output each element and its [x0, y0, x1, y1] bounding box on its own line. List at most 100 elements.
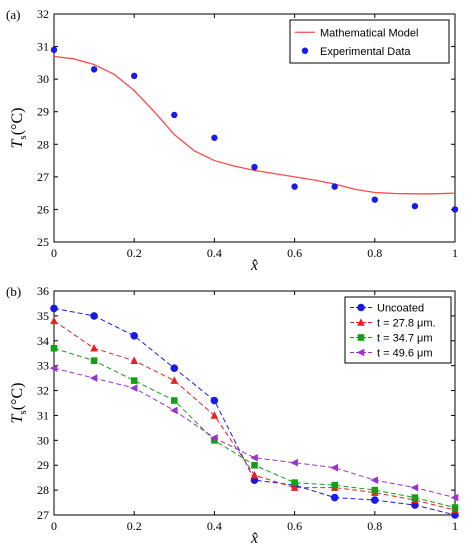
y-tick-label: 26	[37, 202, 49, 216]
legend-box	[289, 19, 450, 64]
legend: Uncoated t = 27.8 μm. t = 34.7 μm t = 49.6 …	[344, 296, 452, 364]
series-line	[53, 55, 456, 195]
data-point	[130, 377, 138, 384]
legend-marker	[357, 318, 365, 326]
y-tick-label: 29	[37, 458, 49, 472]
y-tick-label: 30	[37, 72, 49, 86]
data-point	[170, 406, 178, 415]
y-tick-label: 25	[37, 235, 49, 249]
data-point	[50, 304, 58, 313]
legend-label: t = 27.8 μm.	[377, 318, 436, 330]
data-point	[411, 202, 419, 210]
y-tick-label: 27	[37, 508, 49, 522]
data-point	[411, 494, 419, 501]
legend-label: t = 49.6 μm	[377, 348, 433, 360]
data-point	[290, 483, 299, 491]
data-point	[251, 163, 258, 171]
data-point	[410, 483, 419, 492]
plot-frame	[53, 13, 456, 243]
y-axis-label: Ts(°C)	[9, 383, 29, 424]
x-tick-label: 0.8	[367, 519, 382, 533]
x-tick-label: 0.8	[367, 246, 382, 260]
data-point	[90, 343, 98, 352]
y-axis-label: Ts(°C)	[9, 108, 29, 149]
data-point	[90, 357, 98, 364]
data-point	[210, 396, 219, 405]
data-point	[330, 463, 338, 472]
series-2	[50, 344, 459, 511]
data-point	[450, 493, 459, 502]
x-axis-label: x̂	[250, 530, 258, 547]
data-point	[331, 481, 338, 489]
y-tick-label: 33	[37, 359, 49, 373]
data-point	[49, 364, 58, 372]
legend-label: Experimental Data	[320, 46, 411, 58]
data-point	[171, 397, 178, 404]
data-point	[90, 312, 98, 320]
data-point	[370, 476, 379, 484]
y-tick-label: 34	[37, 334, 49, 348]
x-tick-label: 0	[51, 519, 57, 533]
data-point	[50, 46, 58, 54]
x-tick-label: 0.6	[287, 519, 302, 533]
y-tick-label: 29	[37, 105, 49, 119]
y-tick-label: 28	[37, 483, 49, 497]
data-point	[89, 374, 98, 382]
data-point	[210, 411, 219, 419]
legend-marker	[301, 47, 309, 54]
y-tick-label: 31	[37, 408, 49, 422]
x-tick-label: 0	[51, 246, 57, 260]
series-1	[50, 46, 459, 213]
data-point	[170, 364, 179, 372]
data-point	[451, 206, 459, 213]
x-tick-label: 0.4	[207, 519, 222, 533]
data-point	[211, 134, 218, 141]
chart-panel-a: 25 26 27 28 29 30 31 32 0 0.2 0.4 0.6 0.8 1 (a) x̂ Ts(°C…	[6, 7, 459, 274]
data-point	[371, 496, 379, 504]
data-point	[130, 332, 138, 340]
panel-label: (b)	[6, 284, 21, 299]
data-point	[211, 437, 218, 444]
x-tick-label: 0.2	[127, 519, 142, 533]
data-point	[291, 479, 298, 486]
y-tick-label: 31	[37, 40, 49, 54]
y-tick-label: 30	[37, 433, 49, 447]
data-point	[290, 458, 298, 467]
data-point	[451, 504, 459, 511]
data-point	[330, 493, 339, 502]
series-line	[53, 367, 456, 499]
x-tick-label: 0.2	[127, 246, 142, 260]
data-point	[131, 72, 138, 80]
y-tick-label: 32	[37, 384, 49, 398]
data-point	[170, 376, 179, 384]
data-point	[371, 196, 378, 203]
data-point	[371, 486, 379, 494]
data-point	[250, 453, 258, 462]
y-tick-label: 27	[37, 170, 49, 184]
data-point	[331, 183, 338, 190]
plot-frame	[53, 290, 456, 516]
legend: Mathematical Model Experimental Data	[289, 19, 450, 64]
data-point	[50, 344, 58, 352]
data-point	[129, 384, 138, 392]
y-tick-label: 28	[37, 137, 49, 151]
x-tick-label: 1	[452, 246, 458, 260]
x-tick-label: 1	[452, 519, 458, 533]
data-point	[210, 434, 218, 442]
data-point	[50, 316, 58, 325]
series-0	[53, 55, 456, 195]
y-tick-label: 35	[37, 309, 49, 323]
data-point	[291, 183, 298, 190]
chart-panel-b: 27 28 29 30 31 32 33 34 35 36 0 0.2 0.4 0.6 0.8 1 (b) x̂ T…	[6, 284, 459, 547]
legend-marker	[356, 348, 365, 357]
data-point	[251, 461, 258, 469]
legend-marker	[357, 334, 365, 341]
y-tick-label: 32	[37, 7, 49, 21]
panel-label: (a)	[6, 7, 20, 22]
y-tick-label: 36	[37, 284, 49, 298]
data-point	[250, 470, 259, 479]
data-point	[171, 111, 178, 119]
series-1	[50, 316, 459, 514]
legend-label: t = 34.7 μm	[377, 333, 433, 345]
